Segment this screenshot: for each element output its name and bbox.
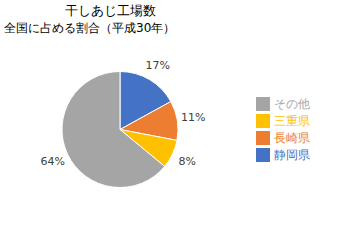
html-text:その他: その他 — [274, 96, 310, 111]
html-text:全国に占める割合（平成30年）: 全国に占める割合（平成30年） — [4, 21, 176, 35]
html-text:三重県: 三重県 — [274, 113, 310, 128]
svg-text:11%: 11% — [181, 111, 205, 124]
html-text:干しあじ工場数: 干しあじ工場数 — [64, 3, 156, 18]
svg-text:17%: 17% — [146, 59, 170, 72]
svg-text:64%: 64% — [41, 155, 65, 168]
html-text:長崎県: 長崎県 — [274, 130, 310, 145]
svg-text:8%: 8% — [178, 155, 195, 168]
html-text:静岡県: 静岡県 — [274, 147, 310, 162]
